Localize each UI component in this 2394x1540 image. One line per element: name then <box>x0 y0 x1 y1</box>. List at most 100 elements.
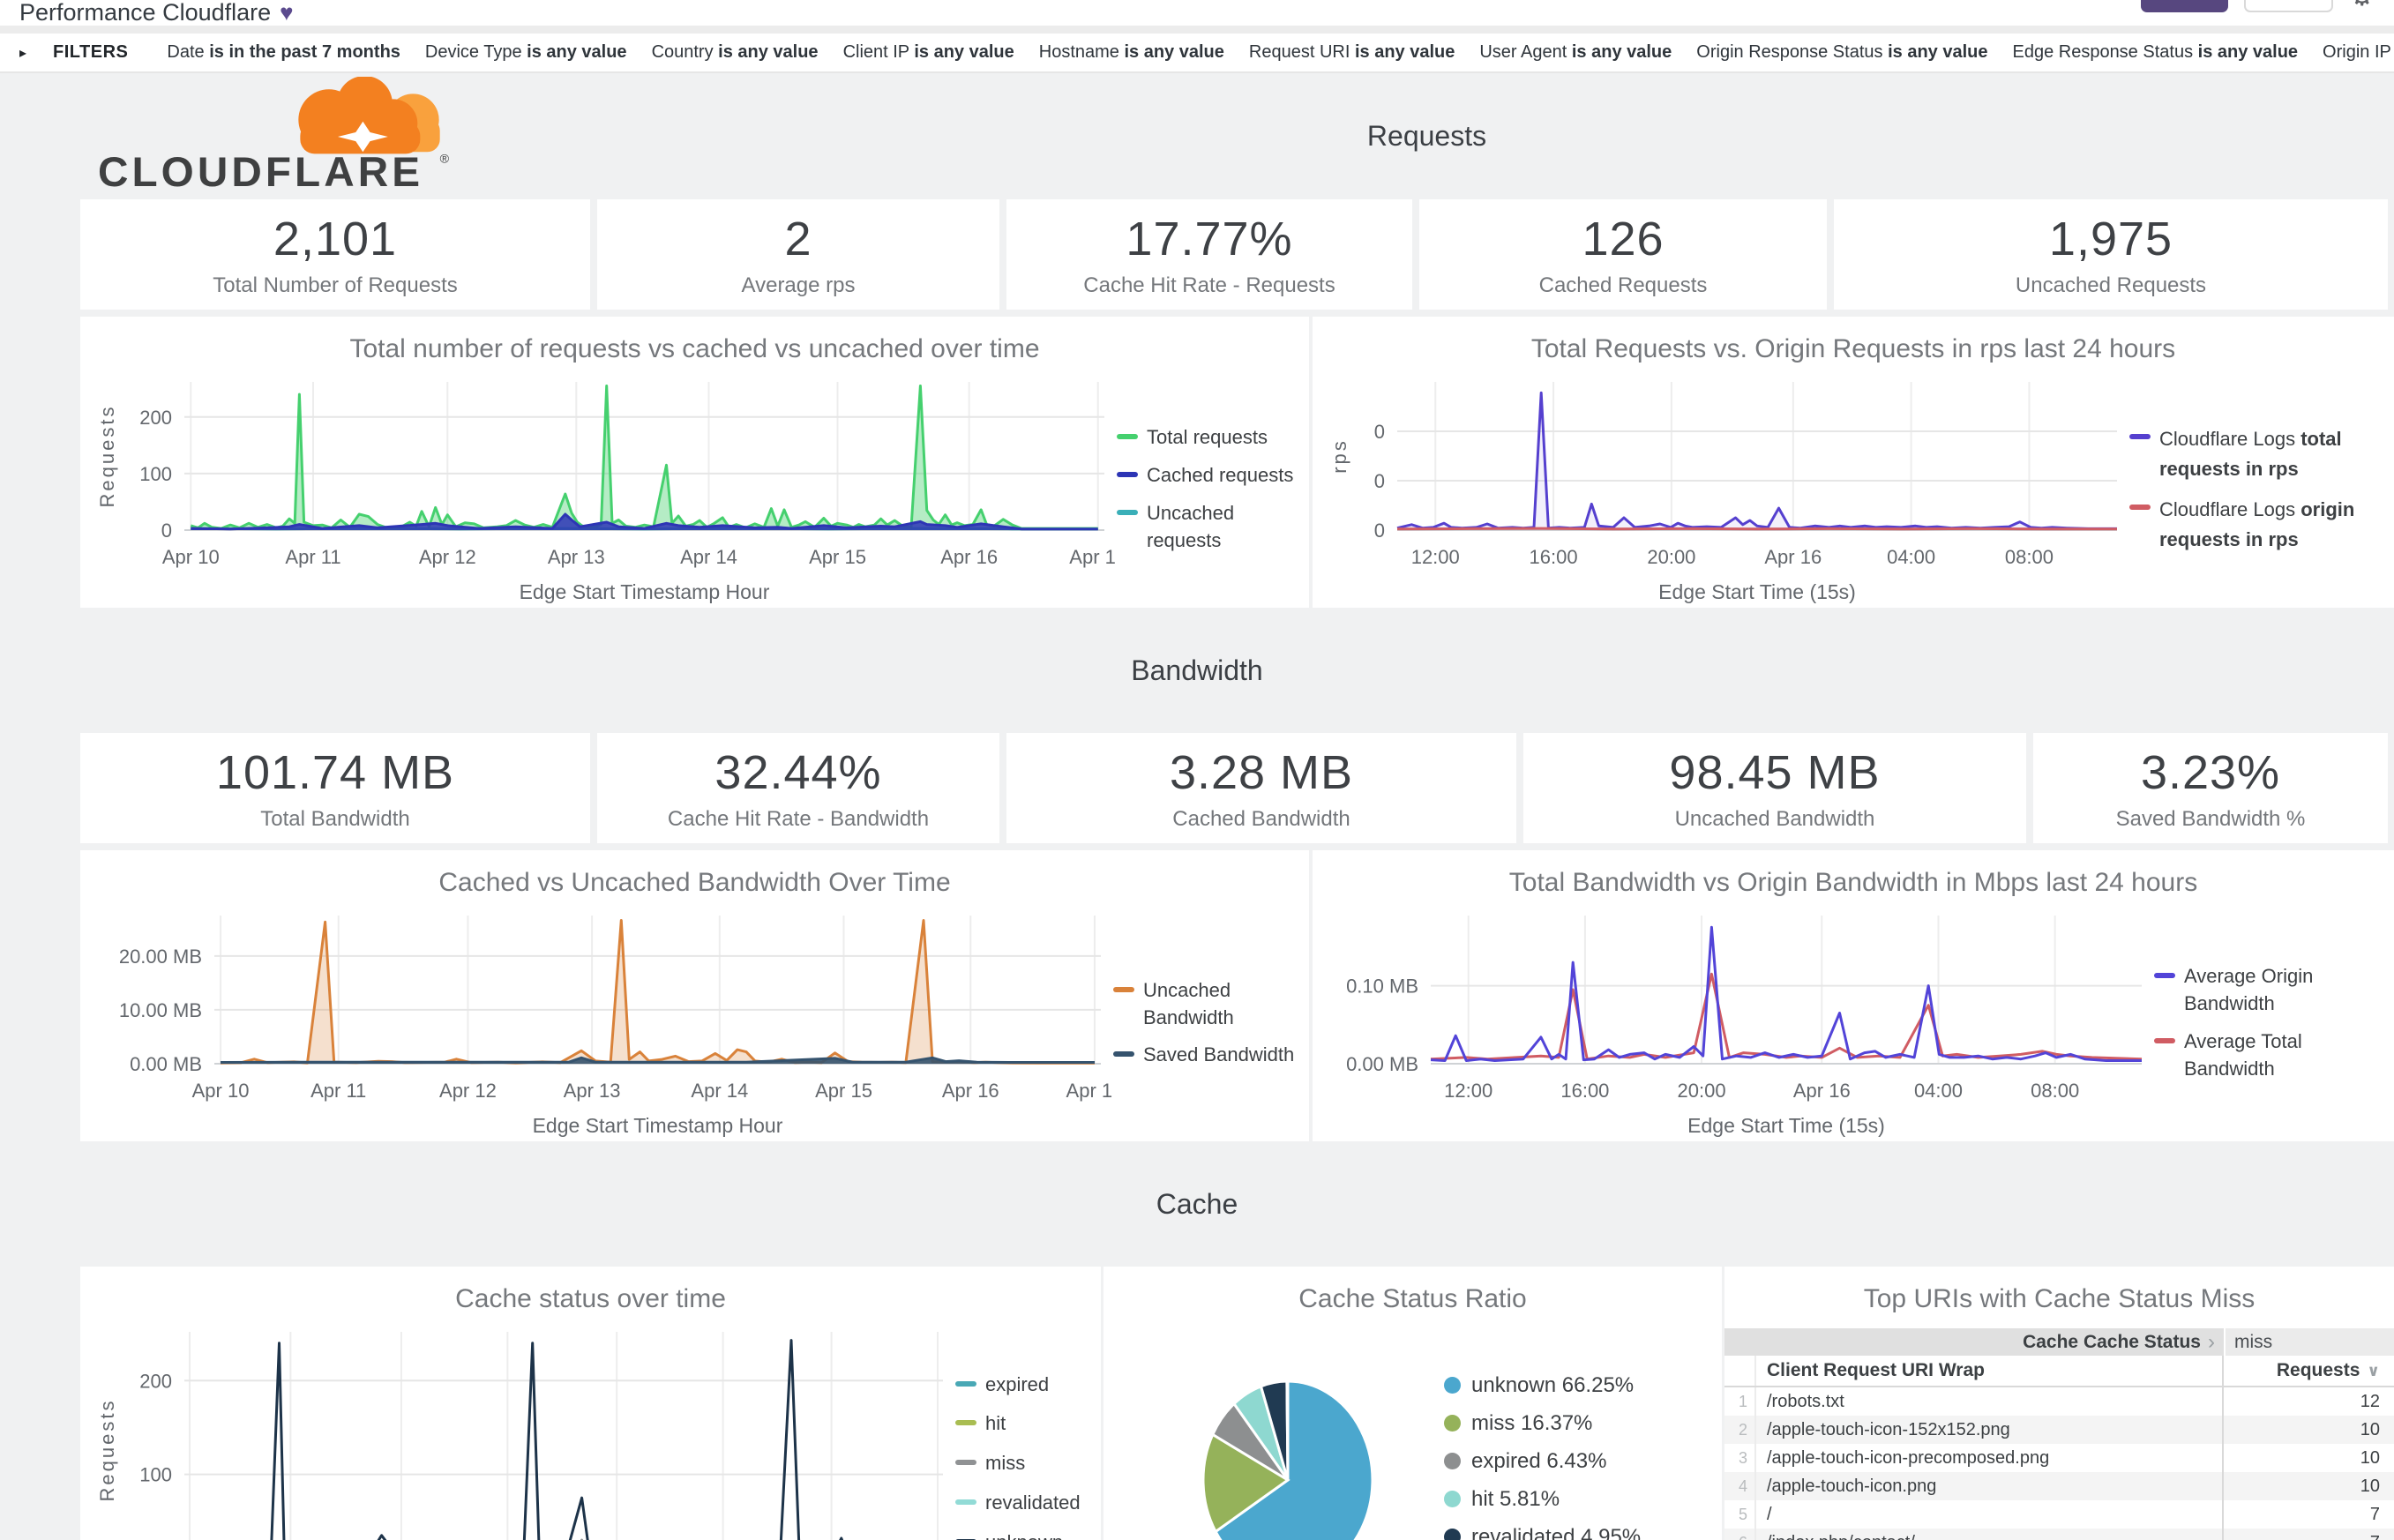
legend-swatch <box>2129 505 2151 510</box>
filter-item[interactable]: Client IP is any value <box>843 42 1014 63</box>
kpi-card: 17.77% Cache Hit Rate - Requests <box>1006 199 1412 310</box>
filter-field: Origin Response Status <box>1696 42 1883 62</box>
chart-title: Cached vs Uncached Bandwidth Over Time <box>438 868 951 897</box>
filter-condition: is any value <box>1354 42 1455 62</box>
legend-item[interactable]: expired 6.43% <box>1444 1449 1722 1474</box>
kpi-value: 17.77% <box>1126 212 1293 265</box>
svg-text:Edge Start Timestamp Hour: Edge Start Timestamp Hour <box>520 580 770 603</box>
filter-item[interactable]: Origin IP is any value <box>2323 42 2394 63</box>
svg-text:Apr 13: Apr 13 <box>548 546 605 568</box>
legend-item[interactable]: hit 5.81% <box>1444 1487 1722 1512</box>
table-row[interactable]: 4 /apple-touch-icon.png 10 <box>1724 1472 2394 1500</box>
requests-cell[interactable]: 10 <box>2222 1472 2394 1500</box>
table-row[interactable]: 2 /apple-touch-icon-152x152.png 10 <box>1724 1416 2394 1444</box>
filter-item[interactable]: Device Type is any value <box>425 42 627 63</box>
filter-item[interactable]: Country is any value <box>652 42 819 63</box>
svg-text:100: 100 <box>139 1464 172 1486</box>
sort-desc-icon: ∨ <box>2367 1361 2380 1379</box>
uri-cell[interactable]: /apple-touch-icon-precomposed.png <box>1767 1447 2050 1468</box>
uri-column-header[interactable]: Client Request URI Wrap <box>1767 1360 1985 1380</box>
pie-legend: unknown 66.25% miss 16.37% expired 6.43% <box>1439 1321 1722 1540</box>
legend-item[interactable]: Cloudflare Logs total requests in rps <box>2129 424 2385 484</box>
table-row[interactable]: 1 /robots.txt 12 <box>1724 1387 2394 1416</box>
legend-item[interactable]: revalidated <box>955 1490 1092 1517</box>
filter-item[interactable]: Origin Response Status is any value <box>1696 42 1987 63</box>
run-button[interactable]: Run <box>2140 0 2228 12</box>
legend-item[interactable]: Cloudflare Logs origin requests in rps <box>2129 495 2385 555</box>
legend-item[interactable]: miss <box>955 1450 1092 1477</box>
kpi-label: Cache Hit Rate - Bandwidth <box>667 806 930 831</box>
uri-cell[interactable]: /robots.txt <box>1767 1391 1844 1411</box>
legend-item[interactable]: Uncached requests <box>1117 500 1300 555</box>
legend-label: hit 5.81% <box>1471 1486 1560 1511</box>
filter-item[interactable]: Hostname is any value <box>1039 42 1224 63</box>
svg-text:Apr 12: Apr 12 <box>439 1080 497 1102</box>
svg-text:0: 0 <box>161 520 172 542</box>
section-title-bandwidth: Bandwidth <box>1131 654 1263 686</box>
kpi-label: Total Number of Requests <box>213 273 458 297</box>
filter-item[interactable]: Edge Response Status is any value <box>2012 42 2298 63</box>
kpi-label: Total Bandwidth <box>260 806 410 831</box>
requests-cell[interactable]: 7 <box>2222 1529 2394 1540</box>
legend-item[interactable]: revalidated 4.95% <box>1444 1525 1722 1540</box>
legend-item[interactable]: expired <box>955 1372 1092 1399</box>
requests-cell[interactable]: 12 <box>2222 1387 2394 1416</box>
pivot-field[interactable]: Cache Cache Status › <box>1724 1328 2224 1356</box>
filter-item[interactable]: User Agent is any value <box>1479 42 1672 63</box>
svg-text:Apr 17: Apr 17 <box>1069 546 1117 568</box>
filter-field: Request URI <box>1248 42 1350 62</box>
svg-text:Apr 16: Apr 16 <box>1764 546 1822 568</box>
uri-cell[interactable]: /apple-touch-icon.png <box>1767 1476 1937 1496</box>
legend-item[interactable]: Uncached Bandwidth <box>1113 977 1300 1032</box>
filters-expand-icon[interactable]: ▸ <box>19 45 27 61</box>
bandwidth-24h-chart[interactable]: 0.00 MB 0.10 MB 12:00 16:00 20:00 Apr 16 04:00… <box>1313 905 2154 1141</box>
gear-icon[interactable]: ⚙ <box>2349 0 2375 10</box>
legend-label: revalidated <box>985 1491 1081 1514</box>
uri-cell[interactable]: /index.php/contact/ <box>1756 1533 2222 1540</box>
legend-item[interactable]: unknown <box>955 1529 1092 1540</box>
svg-text:Apr 14: Apr 14 <box>680 546 737 568</box>
rps-24h-chart[interactable]: 0 0 0 12:00 16:00 20:00 Apr 16 04:00 08:00 Edge S… <box>1313 371 2129 608</box>
chevron-right-icon: › <box>2208 1329 2215 1354</box>
edit-button[interactable]: Edit <box>2243 0 2334 12</box>
legend-item[interactable]: Cached requests <box>1117 462 1300 490</box>
svg-text:12:00: 12:00 <box>1411 546 1460 568</box>
cache-status-ratio-pie[interactable] <box>1103 1321 1439 1540</box>
bandwidth-over-time-chart[interactable]: 0.00 MB 10.00 MB 20.00 MB Apr 10 Apr 11 Apr 1… <box>80 905 1123 1141</box>
svg-text:200: 200 <box>139 1370 172 1392</box>
uri-cell[interactable]: / <box>1767 1504 1772 1524</box>
requests-cell[interactable]: 10 <box>2222 1416 2394 1444</box>
svg-text:®: ® <box>440 152 450 166</box>
requests-over-time-chart[interactable]: 0 100 200 Apr 10 Apr 11 Apr 12 Apr 13 Apr 14 Apr… <box>80 371 1126 608</box>
cloudflare-cloud-icon <box>298 76 440 154</box>
legend-item[interactable]: unknown 66.25% <box>1444 1373 1722 1398</box>
dashboard-body: CLOUDFLARE ® Requests 2,101 Total Number… <box>0 73 2394 1540</box>
top-bar: Performance Cloudflare ♥ Run Edit ⚙ <box>0 0 2394 34</box>
filter-item[interactable]: Date is in the past 7 months <box>167 42 400 63</box>
legend-item[interactable]: Average Origin Bandwidth <box>2154 963 2385 1018</box>
legend-dot <box>1444 1377 1461 1394</box>
kpi-value: 2 <box>784 212 812 265</box>
legend-item[interactable]: Total requests <box>1117 424 1300 452</box>
table-row[interactable]: 6 /index.php/contact/ 7 <box>1724 1529 2394 1540</box>
bandwidth-charts-row: Cached vs Uncached Bandwidth Over Time 0… <box>80 850 2394 1141</box>
chart-title: Cache status over time <box>455 1284 726 1313</box>
requests-cell[interactable]: 7 <box>2222 1500 2394 1529</box>
kpi-label: Cached Requests <box>1538 273 1708 297</box>
legend-item[interactable]: miss 16.37% <box>1444 1411 1722 1436</box>
table-row[interactable]: 5 / 7 <box>1724 1500 2394 1529</box>
table-row[interactable]: 3 /apple-touch-icon-precomposed.png 10 <box>1724 1444 2394 1472</box>
legend-item[interactable]: Saved Bandwidth <box>1113 1042 1300 1069</box>
uri-cell[interactable]: /apple-touch-icon-152x152.png <box>1767 1419 2010 1439</box>
requests-kpi-row: 2,101 Total Number of Requests 2 Average… <box>80 199 2394 310</box>
requests-column-header[interactable]: Requests ∨ <box>2222 1356 2394 1386</box>
legend-item[interactable]: Average Total Bandwidth <box>2154 1028 2385 1083</box>
requests-charts-row: Total number of requests vs cached vs un… <box>80 317 2394 608</box>
svg-text:Requests: Requests <box>96 1399 118 1502</box>
row-number: 2 <box>1724 1416 1756 1444</box>
requests-cell[interactable]: 10 <box>2222 1444 2394 1472</box>
legend-item[interactable]: hit <box>955 1410 1092 1438</box>
filter-item[interactable]: Request URI is any value <box>1249 42 1455 63</box>
